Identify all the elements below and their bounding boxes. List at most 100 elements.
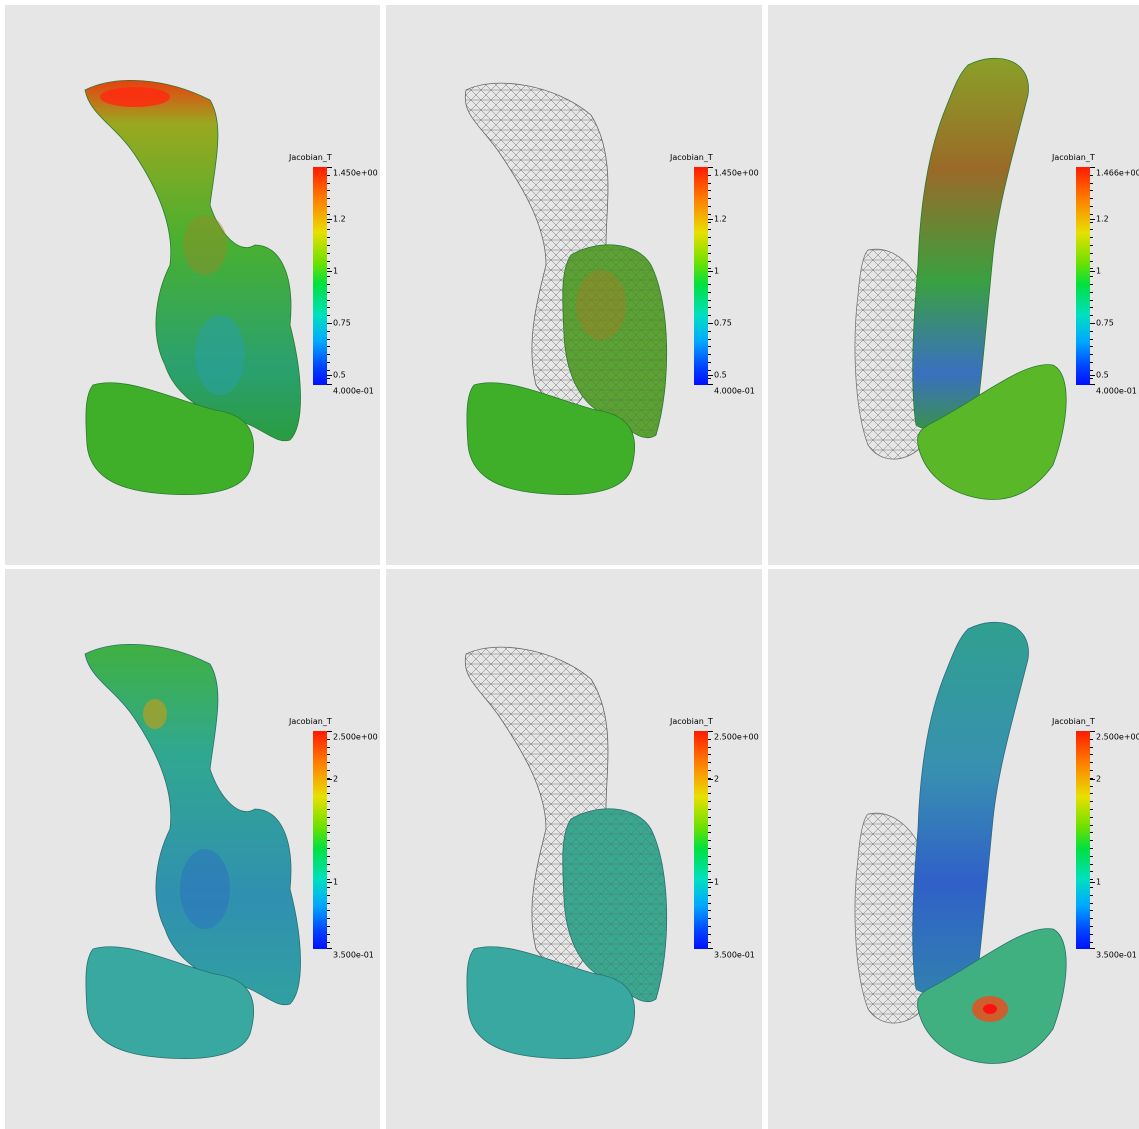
panel-bottom-middle: Jacobian_T 2.500e+00 2 1 3.500e-01 xyxy=(386,569,762,1129)
panel-top-right: Jacobian_T 1.466e+00 1.2 1 0.75 0.5 4.00… xyxy=(768,5,1139,565)
colorbar-minor-tick xyxy=(327,738,330,740)
colorbar-minor-tick xyxy=(708,754,711,756)
colorbar-tick-label: 1 xyxy=(1096,266,1102,276)
colorbar-minor-tick xyxy=(708,307,711,309)
colorbar-minor-tick xyxy=(1090,190,1093,192)
colorbar-minor-tick xyxy=(327,793,330,795)
colorbar-minor-tick xyxy=(327,174,330,176)
colorbar xyxy=(694,731,708,949)
colorbar-minor-tick xyxy=(1090,863,1093,865)
colorbar-minor-tick xyxy=(327,260,330,262)
colorbar-minor-tick xyxy=(327,746,330,748)
colorbar-max-label: 2.500e+00 xyxy=(333,732,378,742)
colorbar-legend: Jacobian_T 1.450e+00 1.2 1 0.75 0.5 4.00… xyxy=(289,153,380,396)
colorbar-minor-tick xyxy=(708,221,711,223)
colorbar-min-label: 3.500e-01 xyxy=(333,950,374,960)
colorbar-minor-tick xyxy=(1090,746,1093,748)
colorbar-minor-tick xyxy=(327,299,330,301)
colorbar-minor-tick xyxy=(708,926,711,927)
colorbar-minor-tick xyxy=(1090,330,1093,332)
colorbar-minor-tick xyxy=(708,167,711,168)
colorbar-minor-tick xyxy=(708,362,711,363)
colorbar-min-label: 3.500e-01 xyxy=(1096,950,1137,960)
colorbar-minor-tick xyxy=(708,330,711,332)
colorbar-minor-tick xyxy=(327,762,330,764)
colorbar-minor-tick xyxy=(1090,801,1093,803)
colorbar-minor-tick xyxy=(708,206,711,207)
colorbar-minor-tick xyxy=(1090,894,1093,896)
colorbar-minor-tick xyxy=(327,276,330,278)
colorbar-minor-tick xyxy=(708,260,711,262)
colorbar-minor-tick xyxy=(1090,245,1093,246)
colorbar-minor-tick xyxy=(708,832,711,834)
colorbar-minor-tick xyxy=(708,284,711,285)
colorbar-minor-tick xyxy=(708,213,711,215)
colorbar-minor-tick xyxy=(1090,832,1093,834)
colorbar-minor-tick xyxy=(1090,291,1093,293)
colorbar-max-label: 2.500e+00 xyxy=(1096,732,1139,742)
colorbar-minor-tick xyxy=(327,785,330,787)
colorbar-tick-label: 1 xyxy=(333,877,339,887)
colorbar-minor-tick xyxy=(327,918,330,920)
colorbar-minor-tick xyxy=(327,369,330,371)
colorbar-minor-tick xyxy=(708,182,711,184)
colorbar-legend: Jacobian_T 1.450e+00 1.2 1 0.75 0.5 4.00… xyxy=(670,153,762,396)
colorbar-minor-tick xyxy=(708,354,711,356)
colorbar-minor-tick xyxy=(708,746,711,748)
colorbar-minor-tick xyxy=(1090,879,1093,881)
colorbar-minor-tick xyxy=(708,770,711,771)
colorbar-minor-tick xyxy=(327,190,330,192)
colorbar-minor-tick xyxy=(708,848,711,849)
colorbar-minor-tick xyxy=(1090,902,1093,904)
colorbar-minor-tick xyxy=(708,855,711,857)
colorbar-minor-tick xyxy=(327,731,330,732)
colorbar-minor-tick xyxy=(708,346,711,348)
colorbar-minor-tick xyxy=(708,762,711,764)
colorbar-tick-label: 1 xyxy=(714,266,720,276)
colorbar-minor-tick xyxy=(327,291,330,293)
colorbar-minor-tick xyxy=(1090,198,1093,200)
colorbar-minor-tick xyxy=(708,174,711,176)
colorbar-minor-tick xyxy=(1090,237,1093,239)
colorbar-min-label: 3.500e-01 xyxy=(714,950,755,960)
colorbar-min-label: 4.000e-01 xyxy=(714,386,755,396)
colorbar-minor-tick xyxy=(327,206,330,207)
colorbar-minor-tick xyxy=(708,268,711,270)
colorbar-minor-tick xyxy=(1090,871,1093,873)
colorbar-minor-tick xyxy=(708,738,711,740)
colorbar-minor-tick xyxy=(708,894,711,896)
colorbar-minor-tick xyxy=(1090,323,1093,324)
colorbar-minor-tick xyxy=(1090,824,1093,826)
colorbar-minor-tick xyxy=(1090,840,1093,842)
colorbar-minor-tick xyxy=(327,330,330,332)
colorbar-minor-tick xyxy=(708,910,711,912)
colorbar-minor-tick xyxy=(1090,785,1093,787)
colorbar-minor-tick xyxy=(1090,887,1093,888)
colorbar xyxy=(1076,167,1090,385)
colorbar-minor-tick xyxy=(1090,252,1093,254)
colorbar-title: Jacobian_T xyxy=(289,717,332,726)
colorbar-minor-tick xyxy=(1090,260,1093,262)
colorbar-tick-label: 1.2 xyxy=(1096,214,1109,224)
colorbar-max-label: 1.466e+00 xyxy=(1096,168,1139,178)
colorbar-minor-tick xyxy=(1090,738,1093,740)
colorbar-minor-tick xyxy=(1090,770,1093,771)
colorbar-minor-tick xyxy=(1090,926,1093,927)
colorbar-minor-tick xyxy=(708,809,711,810)
colorbar-minor-tick xyxy=(327,346,330,348)
colorbar-legend: Jacobian_T 2.500e+00 2 1 3.500e-01 xyxy=(289,717,380,960)
colorbar-minor-tick xyxy=(708,785,711,787)
colorbar-minor-tick xyxy=(708,918,711,920)
colorbar-minor-tick xyxy=(327,221,330,223)
colorbar-minor-tick xyxy=(327,770,330,771)
mesh-render-wireframe xyxy=(464,82,668,495)
colorbar-minor-tick xyxy=(1090,229,1093,231)
colorbar-minor-tick xyxy=(327,855,330,857)
colorbar-minor-tick xyxy=(708,299,711,301)
colorbar-minor-tick xyxy=(327,832,330,834)
colorbar-minor-tick xyxy=(708,902,711,904)
colorbar-minor-tick xyxy=(708,323,711,324)
colorbar-minor-tick xyxy=(327,268,330,270)
colorbar-minor-tick xyxy=(708,245,711,246)
